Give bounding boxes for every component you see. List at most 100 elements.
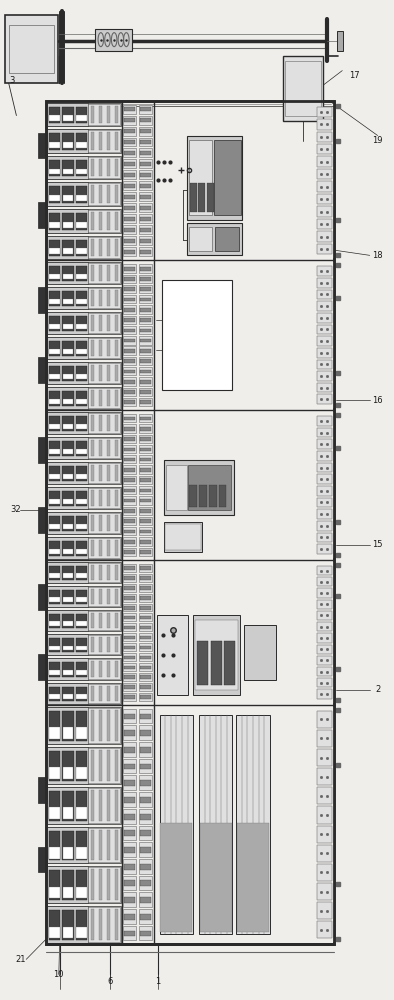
Bar — [140, 118, 151, 122]
Bar — [91, 490, 94, 506]
Bar — [140, 636, 151, 639]
Bar — [99, 637, 102, 652]
Bar — [157, 615, 188, 695]
Bar — [46, 387, 121, 409]
Bar — [317, 325, 332, 334]
Bar — [63, 399, 73, 404]
Bar — [139, 537, 152, 546]
Bar — [123, 170, 136, 179]
Bar — [62, 638, 74, 652]
Bar — [99, 490, 102, 506]
Bar — [88, 563, 121, 582]
Bar — [63, 887, 73, 898]
Bar — [317, 132, 332, 142]
Bar — [63, 847, 73, 859]
Bar — [317, 902, 333, 919]
Bar — [124, 576, 136, 580]
Bar — [140, 308, 151, 312]
Bar — [215, 227, 240, 251]
Bar — [49, 524, 60, 529]
Bar — [91, 540, 94, 556]
Bar — [237, 823, 269, 932]
Bar — [91, 790, 94, 821]
Bar — [46, 129, 87, 153]
Bar — [107, 565, 110, 580]
Bar — [317, 622, 332, 631]
Bar — [317, 132, 333, 142]
Bar — [49, 516, 60, 531]
Bar — [140, 448, 151, 451]
Bar — [317, 244, 332, 254]
Bar — [140, 359, 151, 363]
Bar — [63, 274, 73, 279]
Bar — [88, 237, 121, 258]
Bar — [317, 749, 333, 766]
Bar — [139, 285, 152, 293]
Bar — [88, 659, 121, 679]
Bar — [49, 474, 60, 479]
Bar — [317, 730, 333, 747]
Bar — [107, 365, 110, 381]
Bar — [124, 586, 136, 590]
Bar — [46, 387, 87, 409]
Bar — [49, 107, 60, 123]
Bar — [123, 574, 136, 582]
Bar — [317, 156, 333, 167]
Bar — [76, 791, 87, 821]
Bar — [49, 195, 60, 201]
Bar — [140, 217, 151, 221]
Bar — [46, 337, 87, 359]
Bar — [99, 909, 102, 940]
Bar — [214, 140, 242, 215]
Bar — [140, 566, 151, 570]
Bar — [76, 887, 87, 898]
Bar — [317, 278, 333, 288]
Bar — [200, 823, 232, 932]
Bar — [107, 465, 110, 481]
Bar — [317, 371, 332, 381]
Bar — [107, 661, 110, 677]
Bar — [160, 823, 192, 932]
Bar — [49, 566, 60, 580]
Bar — [140, 797, 151, 803]
Bar — [124, 897, 136, 903]
Bar — [123, 876, 136, 890]
Bar — [124, 380, 136, 384]
Bar — [140, 880, 151, 886]
Bar — [140, 140, 151, 144]
Bar — [123, 225, 136, 234]
Bar — [139, 683, 152, 691]
Bar — [62, 541, 74, 556]
Bar — [317, 678, 333, 687]
Bar — [139, 203, 152, 212]
Bar — [123, 759, 136, 773]
Bar — [38, 507, 46, 533]
Bar — [88, 635, 121, 654]
Bar — [124, 747, 136, 753]
Bar — [139, 346, 152, 355]
Bar — [46, 156, 121, 179]
Bar — [46, 658, 87, 680]
Bar — [317, 689, 332, 699]
Bar — [139, 398, 152, 406]
Bar — [76, 169, 87, 174]
Bar — [107, 440, 110, 456]
Bar — [123, 792, 136, 807]
Bar — [46, 412, 87, 434]
Bar — [317, 533, 333, 542]
Bar — [317, 667, 332, 676]
Bar — [189, 227, 212, 251]
Bar — [46, 103, 121, 126]
Bar — [140, 250, 151, 254]
Bar — [187, 223, 242, 255]
Bar — [76, 195, 87, 201]
Bar — [62, 491, 74, 506]
Bar — [107, 637, 110, 652]
Bar — [124, 636, 136, 639]
Bar — [76, 670, 87, 675]
Bar — [88, 867, 121, 902]
Bar — [139, 225, 152, 234]
Bar — [139, 465, 152, 474]
Bar — [99, 790, 102, 821]
Bar — [76, 248, 87, 254]
